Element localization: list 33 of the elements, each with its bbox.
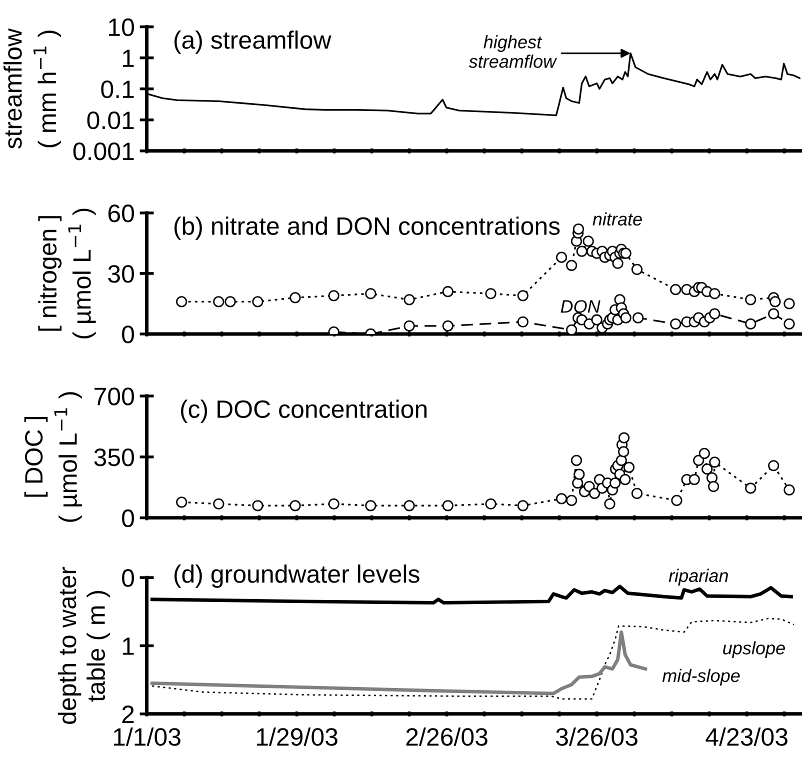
x-tick-label: 2/26/03 <box>406 727 488 746</box>
annotation: highest streamflow <box>468 35 558 68</box>
y-axis-title: [ nitrogen ] ( µmol L$^{−1}$ ) <box>38 208 96 338</box>
x-tick-label: 1/29/03 <box>256 727 338 746</box>
chart-title: (d) groundwater levels <box>174 564 420 588</box>
x-tick-label: 1/1/03 <box>114 727 180 746</box>
series-label: riparian <box>668 568 728 586</box>
y-tick-label: 0.1 <box>101 80 134 98</box>
series-label: mid-slope <box>662 668 740 686</box>
y-tick-label: 0 <box>122 326 134 344</box>
y-tick-label: 60 <box>108 204 134 222</box>
series-label: nitrate <box>592 212 642 226</box>
y-axis-title: depth to water table ( m ) <box>58 566 110 724</box>
y-tick-label: 1 <box>122 638 134 655</box>
chart-title: (b) nitrate and DON concentrations <box>174 216 560 240</box>
y-tick-label: 700 <box>94 388 134 406</box>
x-tick-label: 3/26/03 <box>556 727 638 746</box>
y-axis-title: streamflow ( mm h$^{−1}$ ) <box>3 28 62 149</box>
series-label: upslope <box>723 641 785 658</box>
y-tick-label: 10 <box>109 18 134 36</box>
y-axis-title: [ DOC ] ( µmol L$^{−1}$ ) <box>24 392 82 522</box>
chart-title: (a) streamflow <box>174 30 332 54</box>
y-tick-label: 2 <box>122 706 134 723</box>
y-tick-label: 0 <box>122 569 134 587</box>
y-tick-label: 1 <box>122 50 134 67</box>
y-tick-label: 0.001 <box>73 142 134 160</box>
y-tick-label: 0 <box>122 509 134 528</box>
y-tick-label: 30 <box>108 265 134 283</box>
chart-title: (c) DOC concentration <box>181 400 427 423</box>
x-tick-label: 4/23/03 <box>706 727 788 746</box>
y-tick-label: 0.01 <box>87 111 134 130</box>
y-tick-label: 350 <box>94 448 134 466</box>
series-label: DON <box>560 300 600 313</box>
